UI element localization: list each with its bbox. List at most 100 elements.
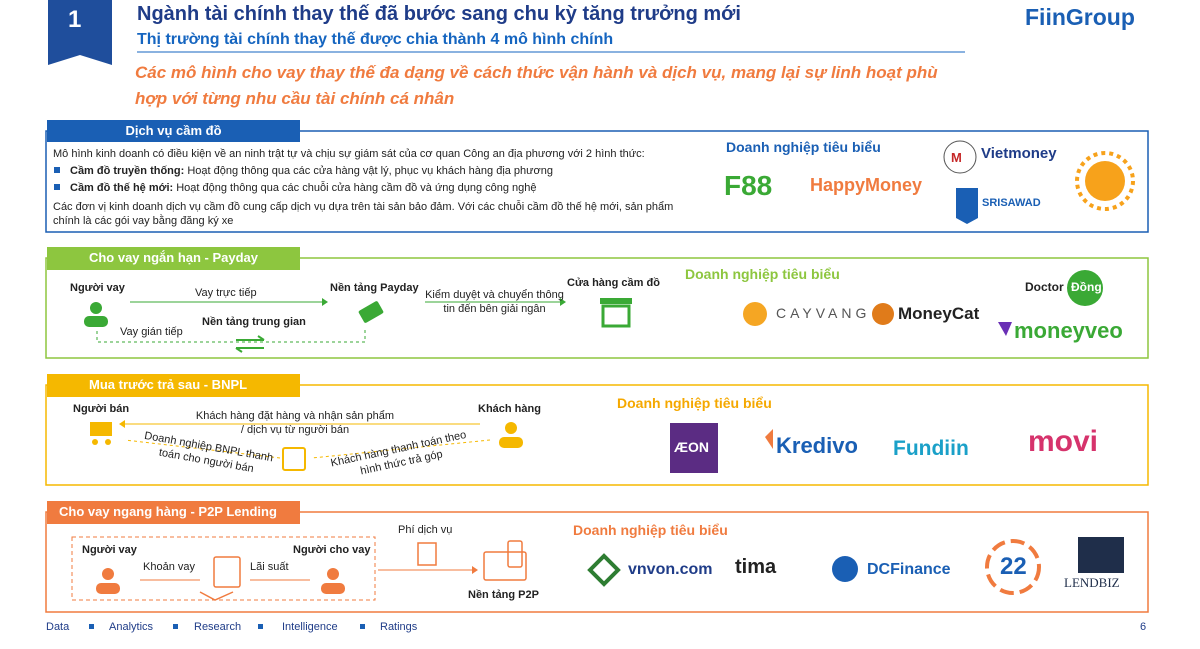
footer-item: Intelligence [282,621,338,633]
logo-icon [587,553,621,587]
diagram-label: Nền tảng P2P [468,589,539,601]
footer-marker [89,624,365,629]
diagram-label: Nền tảng Payday [330,282,419,294]
arrow [124,439,281,459]
bullet-text: Hoạt động thông qua các chuỗi cửa hàng c… [176,182,537,194]
diagram-label: Khách hàng đặt hàng và nhận sản phẩm / d… [195,410,395,436]
logo-icon [943,140,977,174]
section-box [45,384,1149,486]
diagram-label: Nền tảng trung gian [202,316,306,328]
companies-title: Doanh nghiệp tiêu biểu [573,522,728,538]
subtitle: Thị trường tài chính thay thế được chia … [137,31,614,48]
companies-title: Doanh nghiệp tiêu biểu [617,395,772,411]
diagram-label: Người bán [73,403,130,415]
footer-item: Research [194,621,242,633]
page-number: 6 [1140,621,1147,633]
logo-icon [743,302,767,326]
company-logo: HappyMoney [810,175,923,195]
company-logo: vnvon.com [628,561,713,578]
logo-sun [1075,151,1135,211]
company-logo: F88 [724,170,773,201]
summary: Các mô hình cho vay thay thế đa dạng về … [135,63,938,108]
company-logo: Vietmoney [981,145,1057,162]
company-logo: DCFinance [867,561,951,578]
footer-item: Ratings [380,621,418,633]
company-logo: Đồng [1071,280,1102,294]
bullet-label: Cầm đồ thế hệ mới: [70,182,174,194]
icon [199,540,527,601]
bullet [54,184,60,190]
bullet [54,167,60,173]
title: Ngành tài chính thay thế đã bước sang ch… [137,3,741,25]
section-title: Cho vay ngắn hạn - Payday [88,250,259,265]
logo-icon [832,556,858,582]
company-logo: movi [1028,425,1099,458]
arrow [96,330,366,343]
company-logo: LENDBIZ [1064,575,1120,590]
logo-icon [998,322,1012,336]
logo-icon: M [951,150,962,165]
logo-sun [1085,161,1125,201]
section-box [45,511,1149,613]
section-number: 1 [68,6,82,33]
closing: Các đơn vị kinh doanh dịch vụ cầm đồ cun… [53,201,674,227]
logo-icon [765,429,773,449]
diagram-label: Kiểm duyệt và chuyển thông tin đến bên g… [425,289,564,315]
logo-icon [956,188,978,224]
icon [235,335,265,353]
diagram-label: Người vay [82,544,137,556]
logo: FiinGroup [1025,4,1135,30]
company-logo: Kredivo [776,433,858,458]
arrow [472,566,478,574]
logo-icon [1067,270,1103,306]
section-title: Cho vay ngang hàng - P2P Lending [59,504,277,519]
logo-box [670,423,718,473]
diagram-label: Người vay [70,282,125,294]
diagram-label: Phí dịch vụ [398,524,453,536]
footer-item: Analytics [109,621,154,633]
bullet-text: Hoạt động thông qua các cửa hàng vật lý,… [187,165,553,177]
company-logo: Doctor [1025,280,1064,294]
bullet-item: Cầm đồ thế hệ mới: Hoạt động thông qua c… [70,181,537,195]
section-tab [47,247,300,270]
number-tab [48,0,112,65]
logo-box [1078,537,1124,573]
bullet-label: Cầm đồ truyền thống: [70,165,185,177]
diagram-label: Vay gián tiếp [120,326,183,338]
diagram-label: Khoản vay [143,561,195,573]
intro: Mô hình kinh doanh có điều kiện về an ni… [53,148,645,160]
arrow [119,420,125,428]
arrow [322,298,328,306]
company-logo: SRISAWAD [982,197,1041,209]
section-title: Dịch vụ cầm đồ [125,123,222,138]
logo-icon [872,303,894,325]
footer-item: Data [46,621,70,633]
diagram-label: Cửa hàng cầm đồ [567,277,660,289]
section-box [45,130,1149,233]
company-logo: CAYVANG [776,305,871,321]
company-logo: 22 [1000,553,1027,580]
company-logo: Fundiin [893,437,969,460]
company-logo: tima [735,556,777,578]
company-logo: ÆON [674,439,709,455]
section-tab [47,120,300,142]
arrow [560,298,566,306]
section-box [45,257,1149,359]
icon [96,568,345,594]
company-logo: moneyveo [1014,318,1123,343]
diagram-label: Vay trực tiếp [195,287,257,299]
section-tab [47,374,300,397]
company-logo: MoneyCat [898,304,980,323]
companies-title: Doanh nghiệp tiêu biểu [726,139,881,155]
icon [84,298,632,328]
section-title: Mua trước trả sau - BNPL [89,377,248,392]
diagram-label: Khách hàng [478,403,541,415]
bullet-item: Cầm đồ truyền thống: Hoạt động thông qua… [70,164,553,178]
dashed-box [71,536,376,601]
diagram-label: Lãi suất [250,561,289,573]
diagram-label: Người cho vay [293,544,371,556]
logo-icon [985,539,1041,595]
companies-title: Doanh nghiệp tiêu biểu [685,266,840,282]
